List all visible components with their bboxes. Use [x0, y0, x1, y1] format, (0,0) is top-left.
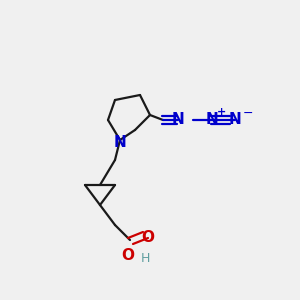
Text: O: O — [122, 248, 134, 262]
Text: N: N — [229, 112, 242, 128]
Text: N: N — [172, 112, 184, 128]
Text: N: N — [114, 134, 126, 149]
Text: O: O — [142, 230, 154, 244]
Text: +: + — [218, 107, 226, 117]
Text: N: N — [206, 112, 218, 128]
Text: −: − — [243, 106, 253, 119]
Text: H: H — [141, 251, 150, 265]
